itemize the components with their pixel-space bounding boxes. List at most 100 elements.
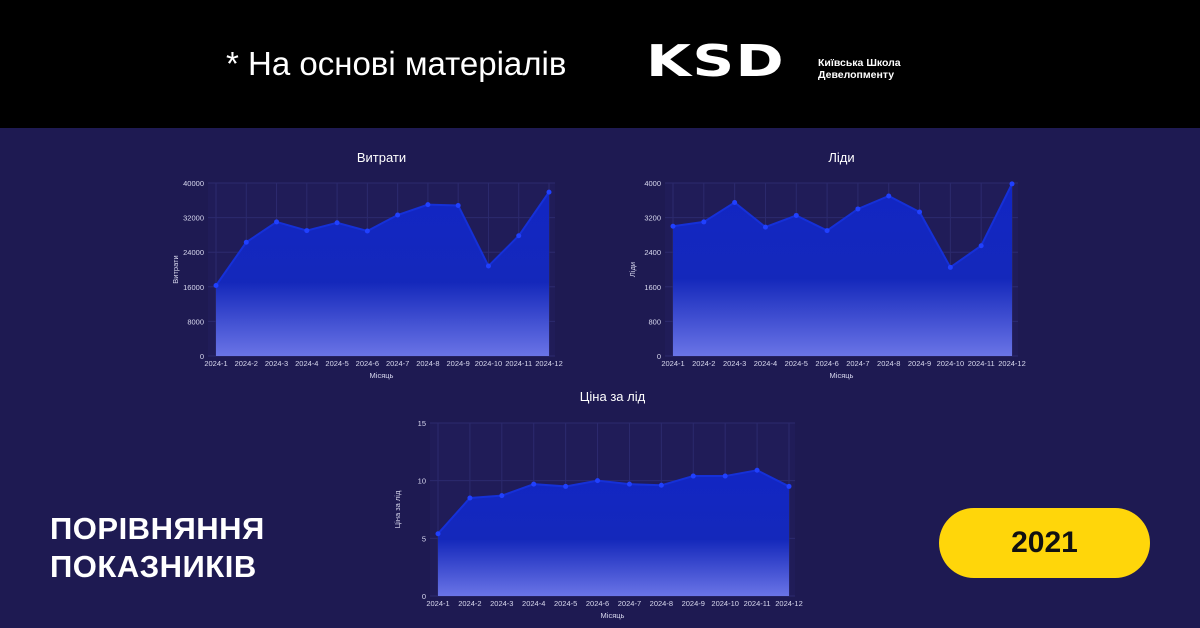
- data-point: [499, 493, 505, 499]
- x-tick-label: 2024-5: [325, 359, 348, 368]
- y-axis-label: Витрати: [171, 255, 180, 283]
- data-point: [531, 481, 537, 487]
- x-tick-label: 2024-2: [692, 359, 715, 368]
- x-tick-label: 2024-8: [877, 359, 900, 368]
- data-point: [435, 531, 441, 537]
- y-tick-label: 4000: [644, 179, 661, 188]
- data-point: [425, 202, 431, 208]
- x-tick-label: 2024-6: [356, 359, 379, 368]
- x-tick-label: 2024-4: [522, 599, 545, 608]
- x-tick-label: 2024-11: [968, 359, 995, 368]
- data-point: [722, 473, 728, 479]
- x-tick-label: 2024-12: [775, 599, 803, 608]
- data-point: [455, 202, 461, 208]
- data-point: [626, 481, 632, 487]
- x-tick-label: 2024-12: [535, 359, 563, 368]
- based-on-text: * На основі матеріалів: [226, 45, 567, 82]
- data-point: [886, 193, 892, 199]
- y-tick-label: 0: [200, 352, 204, 361]
- x-tick-label: 2024-8: [416, 359, 439, 368]
- data-point: [978, 243, 984, 249]
- x-axis-label: Місяць: [370, 371, 394, 380]
- y-tick-label: 5: [422, 534, 426, 543]
- ksd-logo-text: Київська Школа Девелопменту: [818, 57, 901, 81]
- data-point: [947, 264, 953, 270]
- data-point: [754, 467, 760, 473]
- y-axis-label: Ліди: [628, 262, 637, 277]
- series-line: [437, 469, 790, 535]
- series-area: [216, 192, 549, 356]
- data-point: [213, 283, 219, 289]
- x-tick-label: 2024-7: [386, 359, 409, 368]
- x-tick-label: 2024-3: [490, 599, 513, 608]
- x-tick-label: 2024-11: [744, 599, 771, 608]
- y-tick-label: 2400: [644, 248, 661, 257]
- data-point: [732, 199, 738, 205]
- x-tick-label: 2024-10: [475, 359, 503, 368]
- x-tick-label: 2024-11: [505, 359, 532, 368]
- chart-title-leads: Ліди: [828, 150, 855, 165]
- data-point: [304, 228, 310, 234]
- data-point: [1009, 181, 1015, 187]
- year-badge: 2021: [939, 508, 1150, 578]
- comparison-title: ПОРІВНЯННЯ ПОКАЗНИКІВ: [50, 510, 265, 586]
- data-point: [485, 263, 491, 269]
- x-tick-label: 2024-3: [723, 359, 746, 368]
- x-tick-label: 2024-8: [650, 599, 673, 608]
- y-tick-label: 32000: [183, 214, 204, 223]
- y-tick-label: 10: [418, 477, 426, 486]
- y-tick-label: 0: [422, 592, 426, 601]
- data-point: [793, 212, 799, 218]
- data-point: [364, 228, 370, 234]
- comparison-title-line-1: ПОРІВНЯННЯ: [50, 511, 265, 546]
- data-point: [334, 220, 340, 226]
- data-point: [274, 219, 280, 225]
- y-axis-label: Ціна за лід: [393, 490, 402, 528]
- data-point: [670, 223, 676, 229]
- x-tick-label: 2024-9: [447, 359, 470, 368]
- data-point: [563, 483, 569, 489]
- x-tick-label: 2024-7: [618, 599, 641, 608]
- data-point: [595, 478, 601, 484]
- data-point: [917, 209, 923, 215]
- y-tick-label: 0: [657, 352, 661, 361]
- data-point: [762, 224, 768, 230]
- x-tick-label: 2024-1: [204, 359, 227, 368]
- x-axis-label: Місяць: [830, 371, 854, 380]
- x-tick-label: 2024-3: [265, 359, 288, 368]
- series-line: [215, 191, 550, 287]
- chart-title-expenses: Витрати: [356, 150, 407, 165]
- data-point: [546, 189, 552, 195]
- series-area: [438, 470, 789, 596]
- data-point: [855, 206, 861, 212]
- x-tick-label: 2024-10: [937, 359, 965, 368]
- x-tick-label: 2024-2: [235, 359, 258, 368]
- data-point: [658, 482, 664, 488]
- x-tick-label: 2024-12: [998, 359, 1026, 368]
- x-tick-label: 2024-2: [458, 599, 481, 608]
- data-point: [467, 495, 473, 501]
- x-tick-label: 2024-6: [586, 599, 609, 608]
- y-tick-label: 16000: [183, 283, 204, 292]
- series-line: [672, 183, 1013, 269]
- data-point: [395, 212, 401, 218]
- logo-line-2: Девелопменту: [818, 69, 895, 81]
- y-tick-label: 40000: [183, 179, 204, 188]
- chart-title-cost-per-lead: Ціна за лід: [579, 389, 646, 404]
- x-tick-label: 2024-5: [785, 359, 808, 368]
- data-point: [824, 228, 830, 234]
- y-tick-label: 8000: [187, 317, 204, 326]
- x-tick-label: 2024-7: [846, 359, 869, 368]
- data-point: [786, 483, 792, 489]
- y-tick-label: 24000: [183, 248, 204, 257]
- x-tick-label: 2024-4: [295, 359, 318, 368]
- x-tick-label: 2024-10: [711, 599, 739, 608]
- logo-line-1: Київська Школа: [818, 57, 901, 69]
- x-tick-label: 2024-1: [426, 599, 449, 608]
- year-label: 2021: [1011, 526, 1078, 559]
- y-tick-label: 800: [648, 317, 661, 326]
- data-point: [701, 219, 707, 225]
- data-point: [690, 473, 696, 479]
- y-tick-label: 3200: [644, 214, 661, 223]
